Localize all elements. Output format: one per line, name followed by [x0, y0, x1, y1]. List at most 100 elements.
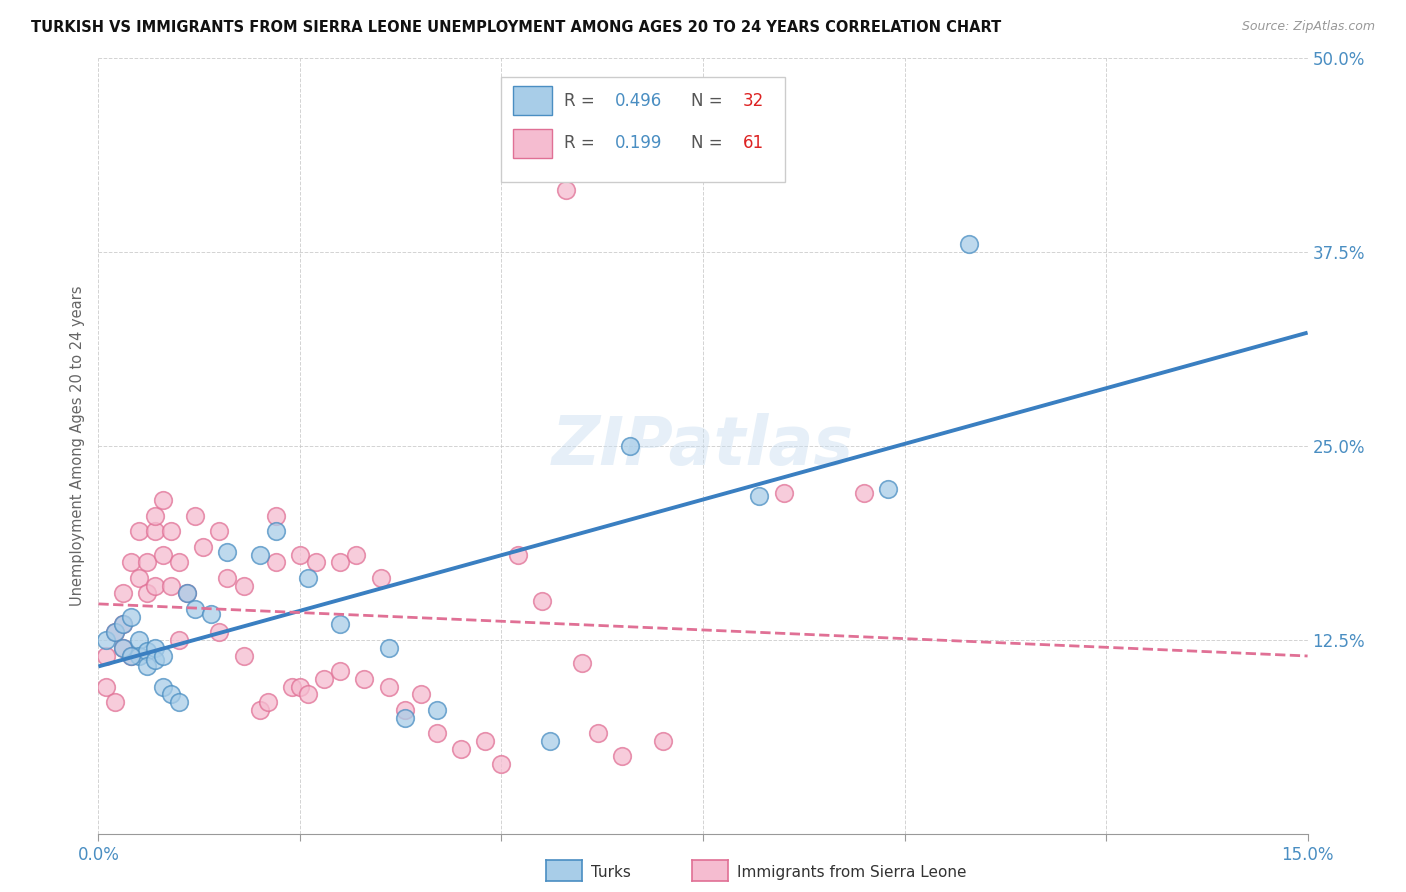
Text: 0.199: 0.199	[614, 135, 662, 153]
Point	[143, 579, 166, 593]
Point	[394, 710, 416, 724]
Point	[135, 586, 157, 600]
Point	[120, 555, 142, 570]
Point	[128, 633, 150, 648]
Point	[474, 734, 496, 748]
Point	[329, 664, 352, 678]
Point	[329, 555, 352, 570]
Point	[120, 648, 142, 663]
Point	[297, 571, 319, 585]
Point	[200, 607, 222, 621]
Point	[167, 633, 190, 648]
Point	[120, 648, 142, 663]
Point	[651, 734, 673, 748]
Point	[264, 555, 287, 570]
Point	[555, 183, 578, 197]
Point	[957, 237, 980, 252]
Point	[853, 485, 876, 500]
Point	[208, 524, 231, 539]
Point	[249, 703, 271, 717]
Point	[264, 524, 287, 539]
Point	[264, 508, 287, 523]
Text: Immigrants from Sierra Leone: Immigrants from Sierra Leone	[737, 865, 966, 880]
Point	[249, 548, 271, 562]
Point	[111, 640, 134, 655]
Point	[128, 524, 150, 539]
Point	[111, 617, 134, 632]
Point	[426, 726, 449, 740]
Point	[143, 508, 166, 523]
Point	[143, 524, 166, 539]
Point	[288, 680, 311, 694]
Point	[530, 594, 553, 608]
Point	[232, 648, 254, 663]
Point	[288, 548, 311, 562]
Point	[281, 680, 304, 694]
Point	[370, 571, 392, 585]
Point	[217, 544, 239, 558]
Point	[160, 579, 183, 593]
Point	[143, 640, 166, 655]
Text: R =: R =	[564, 92, 600, 110]
Y-axis label: Unemployment Among Ages 20 to 24 years: Unemployment Among Ages 20 to 24 years	[69, 285, 84, 607]
Point	[297, 687, 319, 701]
FancyBboxPatch shape	[501, 78, 785, 182]
Point	[135, 659, 157, 673]
Text: ZIPatlas: ZIPatlas	[553, 413, 853, 479]
Point	[256, 695, 278, 709]
Point	[877, 483, 900, 497]
Point	[176, 586, 198, 600]
Text: 0.496: 0.496	[614, 92, 662, 110]
Text: N =: N =	[690, 92, 728, 110]
Point	[612, 749, 634, 764]
Text: Turks: Turks	[591, 865, 630, 880]
Point	[120, 609, 142, 624]
Point	[353, 672, 375, 686]
Point	[103, 625, 125, 640]
Point	[193, 540, 215, 554]
Point	[571, 657, 593, 671]
Point	[506, 548, 529, 562]
Point	[491, 757, 513, 772]
Text: N =: N =	[690, 135, 728, 153]
Point	[135, 555, 157, 570]
Point	[111, 586, 134, 600]
Point	[128, 571, 150, 585]
Point	[450, 741, 472, 756]
Point	[232, 579, 254, 593]
Point	[314, 672, 336, 686]
Point	[748, 489, 770, 503]
Text: 32: 32	[742, 92, 763, 110]
Point	[103, 625, 125, 640]
Text: TURKISH VS IMMIGRANTS FROM SIERRA LEONE UNEMPLOYMENT AMONG AGES 20 TO 24 YEARS C: TURKISH VS IMMIGRANTS FROM SIERRA LEONE …	[31, 20, 1001, 35]
Point	[377, 640, 399, 655]
Text: Source: ZipAtlas.com: Source: ZipAtlas.com	[1241, 20, 1375, 33]
Point	[772, 485, 794, 500]
Point	[111, 640, 134, 655]
Point	[96, 633, 118, 648]
Point	[152, 493, 174, 508]
Point	[152, 680, 174, 694]
Point	[103, 695, 125, 709]
Point	[377, 680, 399, 694]
Point	[619, 439, 641, 453]
Point	[111, 617, 134, 632]
Point	[344, 548, 367, 562]
Point	[152, 648, 174, 663]
Point	[128, 648, 150, 663]
Point	[176, 586, 198, 600]
Point	[160, 524, 183, 539]
Point	[305, 555, 328, 570]
Text: R =: R =	[564, 135, 600, 153]
Bar	[513, 128, 553, 158]
Point	[96, 648, 118, 663]
Point	[586, 726, 609, 740]
Point	[167, 695, 190, 709]
Bar	[513, 86, 553, 115]
Point	[329, 617, 352, 632]
Point	[426, 703, 449, 717]
Point	[184, 602, 207, 616]
Point	[184, 508, 207, 523]
Point	[409, 687, 432, 701]
Point	[152, 548, 174, 562]
